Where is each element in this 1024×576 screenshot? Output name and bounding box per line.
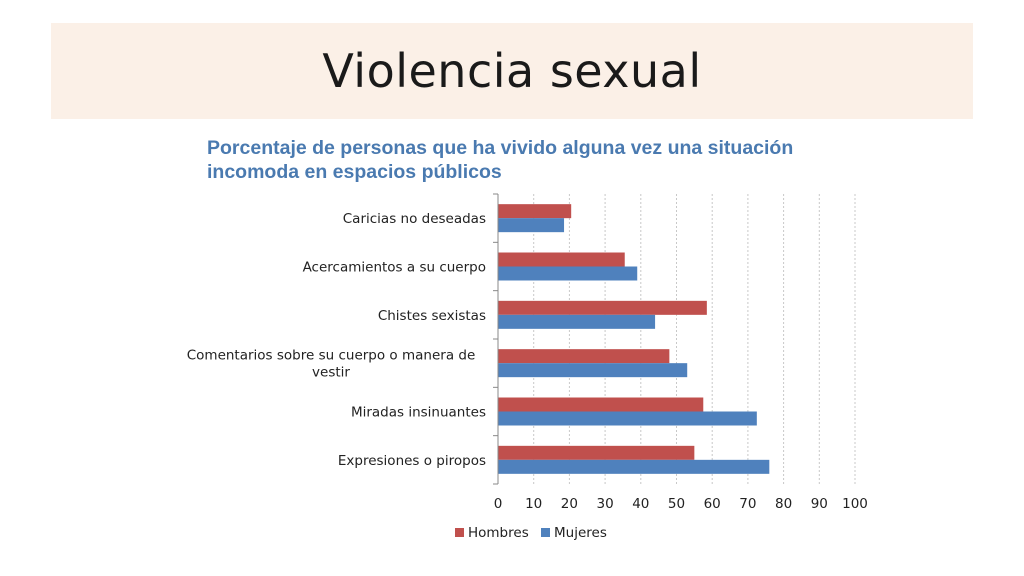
bar-mujeres [498, 459, 770, 474]
x-tick-label: 80 [775, 496, 792, 512]
x-tick-label: 60 [704, 496, 721, 512]
x-tick-label: 10 [525, 496, 542, 512]
x-tick-label: 100 [842, 496, 868, 512]
legend-label-hombres: Hombres [468, 525, 529, 541]
bar-mujeres [498, 411, 757, 426]
chart-gridlines [533, 194, 856, 484]
bar-mujeres [498, 218, 565, 233]
category-label: Chistes sexistas [378, 308, 486, 324]
chart-axis [493, 193, 499, 485]
bar-hombres [498, 204, 572, 219]
legend-swatch-mujeres [541, 528, 550, 537]
legend-swatch-hombres [455, 528, 464, 537]
x-tick-label: 40 [632, 496, 649, 512]
legend-label-mujeres: Mujeres [554, 525, 607, 541]
category-label: Caricias no deseadas [343, 211, 486, 227]
category-label: Acercamientos a su cuerpo [303, 260, 486, 276]
x-tick-label: 0 [494, 496, 503, 512]
category-labels: Caricias no deseadas Acercamientos a su c… [187, 211, 486, 469]
bar-mujeres [498, 363, 688, 378]
bar-hombres [498, 445, 695, 460]
bar-hombres [498, 397, 704, 412]
bar-hombres [498, 300, 707, 315]
chart-legend: Hombres Mujeres [455, 525, 607, 541]
x-tick-label: 50 [668, 496, 685, 512]
category-label: Expresiones o piropos [338, 453, 486, 469]
bar-mujeres [498, 266, 638, 281]
chart-title: Porcentaje de personas que ha vivido alg… [207, 137, 794, 183]
x-tick-label: 90 [811, 496, 828, 512]
title-banner: Violencia sexual [51, 23, 973, 119]
bar-hombres [498, 349, 670, 364]
x-tick-label: 20 [561, 496, 578, 512]
x-tick-labels: 0 10 20 30 40 50 60 70 80 90 100 [494, 496, 868, 512]
bar-mujeres [498, 314, 656, 329]
x-tick-label: 30 [597, 496, 614, 512]
x-tick-label: 70 [739, 496, 756, 512]
category-label: Miradas insinuantes [351, 405, 486, 421]
category-label: Comentarios sobre su cuerpo o manera de v… [187, 348, 476, 381]
bar-hombres [498, 252, 625, 267]
chart-bars [498, 204, 770, 474]
slide-title: Violencia sexual [322, 44, 702, 98]
